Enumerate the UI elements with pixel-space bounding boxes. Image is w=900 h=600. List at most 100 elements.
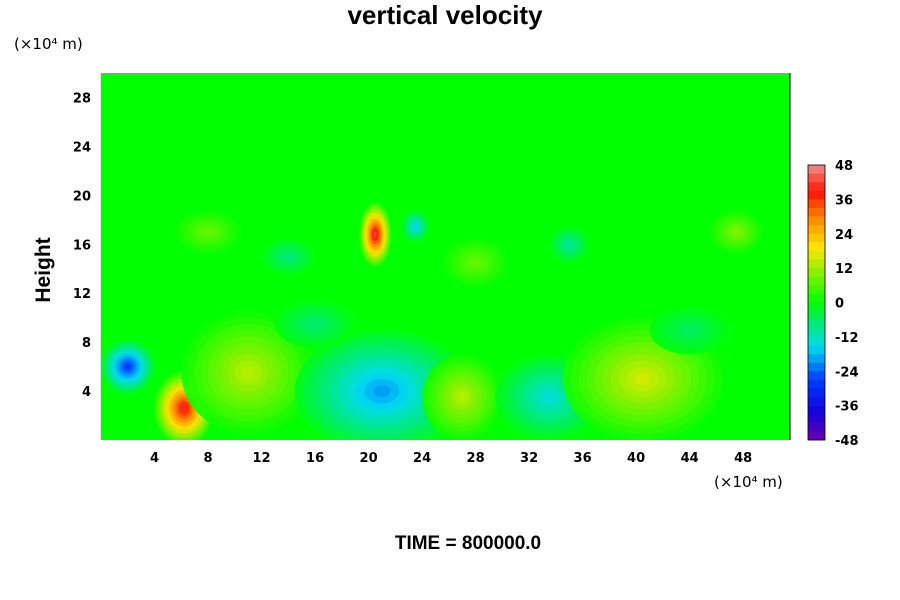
y-tick-label: 4 [82,385,91,400]
x-tick-label: 36 [574,451,592,466]
heatmap-feature [649,305,730,355]
colorbar-band [808,285,825,295]
colorbar-band [808,242,825,252]
x-tick-label: 4 [150,451,159,466]
colorbar-tick-label: 12 [835,262,853,277]
x-tick-label: 16 [306,451,324,466]
colorbar-band [808,397,825,406]
colorbar-band [808,354,825,363]
colorbar-band [808,165,825,174]
x-tick-label: 32 [520,451,538,466]
colorbar-band [808,276,825,286]
colorbar-band [808,422,825,432]
heatmap-feature [402,210,429,242]
x-tick-label: 40 [627,451,645,466]
colorbar-band [808,311,825,320]
y-axis-ticks: 4 8 12 16 20 24 28 [73,92,91,401]
colorbar-tick-label: -12 [835,331,859,346]
contour-level [733,229,740,235]
colorbar-band [808,225,825,235]
heatmap-feature [422,354,503,440]
colorbar-band [808,250,825,260]
heatmap-feature [442,238,510,288]
colorbar-tick-label: 48 [835,159,853,174]
colorbar-tick-label: 0 [835,297,844,312]
colorbar-band [808,302,825,312]
colorbar-tick-label: -24 [835,365,859,380]
colorbar: 48 36 24 12 0 -12 -24 -36 -48 [807,159,859,449]
contour-level [373,231,377,238]
heatmap-feature [359,202,392,267]
heatmap-feature [549,225,590,263]
colorbar-band [808,345,825,355]
y-tick-label: 24 [73,140,91,155]
chart-title: vertical velocity [347,0,543,30]
colorbar-band [808,379,825,389]
contour-level [125,363,131,370]
colorbar-band [808,431,825,441]
y-tick-label: 20 [73,189,91,204]
contour-level [373,384,391,398]
contour-level [311,321,320,327]
y-tick-label: 28 [73,92,91,107]
x-axis-ticks: 4 8 12 16 20 24 28 32 36 40 44 48 [150,451,752,466]
heatmap-feature [261,238,316,275]
x-tick-label: 24 [413,451,431,466]
colorbar-band [808,336,825,346]
colorbar-band [808,199,825,209]
y-tick-label: 16 [73,238,91,253]
colorbar-band [808,388,825,398]
colorbar-band [808,405,825,415]
contour-level [634,372,651,385]
heatmap-feature [174,210,242,255]
contour-level [204,229,212,235]
colorbar-tick-label: -48 [835,434,859,449]
colorbar-band [808,173,825,183]
contour-level [181,404,187,412]
y-unit-label: (×10⁴ m) [14,35,83,53]
contour-level [472,260,479,266]
colorbar-band [808,414,825,424]
contour-level [241,366,255,379]
contour-level [414,224,417,228]
x-tick-label: 28 [467,451,485,466]
contour-level [285,254,291,259]
colorbar-band [808,216,825,226]
colorbar-tick-label: 24 [835,228,853,243]
colorbar-band [808,362,825,372]
x-unit-label: (×10⁴ m) [714,473,783,491]
x-tick-label: 12 [252,451,270,466]
contour-level [567,242,572,247]
colorbar-tick-label: 36 [835,193,853,208]
heatmap-feature [709,210,764,255]
colorbar-band [808,268,825,278]
x-tick-label: 44 [681,451,699,466]
contour-level [685,327,694,333]
colorbar-band [808,207,825,217]
colorbar-band [808,259,825,269]
heatmap-feature [274,299,356,349]
colorbar-band [808,190,825,200]
colorbar-band [808,319,825,329]
y-axis-label: Height [32,237,55,302]
x-tick-label: 20 [360,451,378,466]
heatmap-feature [295,329,469,440]
x-tick-label: 8 [203,451,212,466]
plot-area [101,73,790,440]
heatmap-feature [181,311,316,434]
contour-level [543,392,555,402]
colorbar-band [808,293,825,303]
y-tick-label: 12 [73,287,91,302]
colorbar-band [808,182,825,192]
x-tick-label: 48 [734,451,752,466]
y-tick-label: 8 [82,336,91,351]
colorbar-band [808,371,825,381]
heatmap-feature [101,339,155,394]
colorbar-band [808,233,825,243]
colorbar-band [808,328,825,338]
contour-level [458,392,467,402]
time-label: TIME = 800000.0 [395,533,541,554]
colorbar-tick-label: -36 [835,400,859,415]
colorbar-frame [807,164,826,441]
